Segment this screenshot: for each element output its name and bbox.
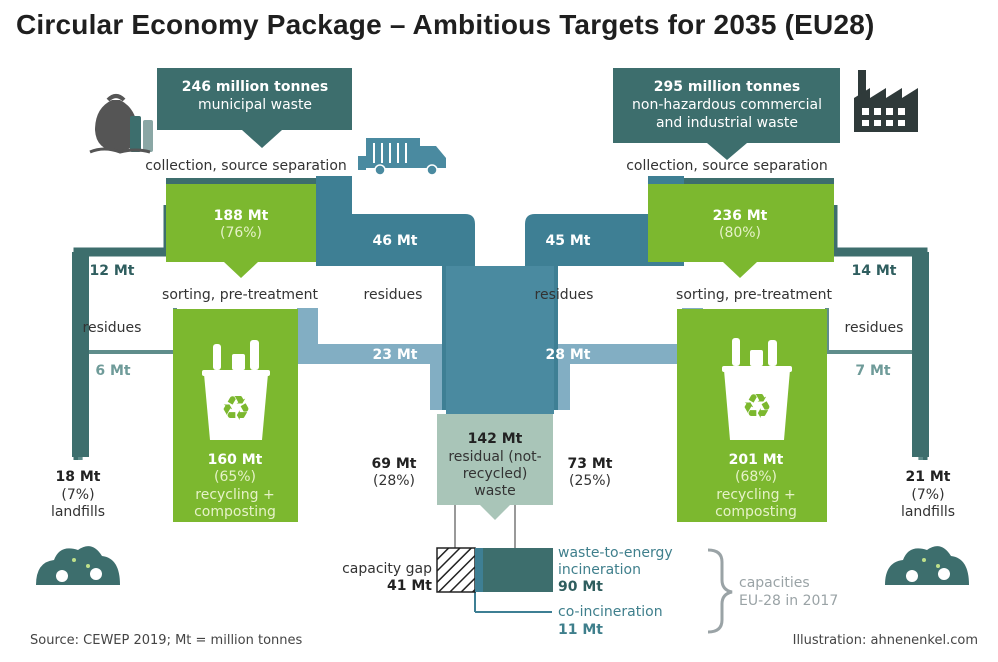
municipal-recycling-label-2: composting xyxy=(194,504,276,520)
illustration-credit: Illustration: ahnenenkel.com xyxy=(792,633,978,648)
industrial-landfill-pct: (7%) xyxy=(911,487,945,503)
industrial-recycling-label-1: recycling + xyxy=(716,487,796,503)
coincineration-value: 11 Mt xyxy=(558,622,603,638)
municipal-residual-share: 69 Mt xyxy=(371,456,417,472)
wte-label-2: incineration xyxy=(558,562,641,578)
industrial-waste-box xyxy=(613,68,840,160)
municipal-sorting-label: sorting, pre-treatment xyxy=(162,287,318,303)
municipal-sorted-pct: (76%) xyxy=(219,225,263,241)
factory-icon xyxy=(854,70,918,132)
industrial-landfill-sorting-value: 7 Mt xyxy=(855,363,891,379)
industrial-landfill-total: 21 Mt xyxy=(905,469,951,485)
garbage-truck-icon xyxy=(358,138,446,176)
residues-label-right-center: residues xyxy=(534,287,594,303)
coincineration-capacity-box xyxy=(475,548,483,592)
coincineration-label: co-incineration xyxy=(558,604,663,620)
residual-label-2: recycled) xyxy=(462,466,528,482)
svg-text:♻: ♻ xyxy=(742,387,772,427)
right-residues-sorting-flow xyxy=(558,308,703,410)
municipal-recycling-value: 160 Mt xyxy=(207,452,263,468)
capacities-note-1: capacities xyxy=(739,575,810,591)
right-sorted-box xyxy=(648,184,834,278)
industrial-residual-share: 73 Mt xyxy=(567,456,613,472)
industrial-landfill-direct-value: 14 Mt xyxy=(851,263,897,279)
capacity-gap-value: 41 Mt xyxy=(387,578,432,594)
trash-bag-icon xyxy=(89,94,153,154)
industrial-total: 295 million tonnes xyxy=(653,79,801,95)
left-bush-icon xyxy=(36,546,120,585)
industrial-residues-direct-value: 45 Mt xyxy=(545,233,591,249)
industrial-sorted-value: 236 Mt xyxy=(712,208,768,224)
left-collection-bar xyxy=(166,178,316,184)
svg-text:♻: ♻ xyxy=(221,389,251,429)
right-recycling-bin-icon: ♻ xyxy=(722,338,792,440)
industrial-collection-label: collection, source separation xyxy=(626,158,828,174)
municipal-residual-share-pct: (28%) xyxy=(372,473,416,489)
industrial-recycling-pct: (68%) xyxy=(734,469,778,485)
left-recycling-bin-icon: ♻ xyxy=(202,340,270,440)
municipal-landfill-sorting-value: 6 Mt xyxy=(95,363,131,379)
left-residues-direct-flow xyxy=(316,176,475,410)
municipal-sorted-value: 188 Mt xyxy=(213,208,269,224)
municipal-residues-sorting-value: 23 Mt xyxy=(372,347,418,363)
wte-label-1: waste-to-energy xyxy=(558,545,673,561)
capacity-gap-box xyxy=(436,547,476,593)
municipal-waste-box xyxy=(157,68,352,148)
industrial-residues-sorting-value: 28 Mt xyxy=(545,347,591,363)
capacities-note-2: EU-28 in 2017 xyxy=(739,593,839,609)
industrial-label-1: non-hazardous commercial xyxy=(632,97,822,113)
industrial-landfill-label: landfills xyxy=(900,504,956,520)
residues-label-right: residues xyxy=(844,320,904,336)
capacities-brace xyxy=(707,548,733,634)
right-collection-bar xyxy=(684,178,834,184)
municipal-landfill-pct: (7%) xyxy=(61,487,95,503)
industrial-label-2: and industrial waste xyxy=(655,115,799,131)
municipal-collection-label: collection, source separation xyxy=(145,158,347,174)
residues-label-left-center: residues xyxy=(363,287,423,303)
municipal-recycling-pct: (65%) xyxy=(213,469,257,485)
industrial-recycling-label-2: composting xyxy=(715,504,797,520)
right-residues-direct-flow xyxy=(525,176,684,410)
right-bush-icon xyxy=(885,546,969,585)
wte-capacity-box xyxy=(475,548,553,592)
residual-waste-box xyxy=(437,414,553,520)
municipal-landfill-label: landfills xyxy=(50,504,106,520)
left-residues-sorting-flow xyxy=(297,308,442,410)
page-title: Circular Economy Package – Ambitious Tar… xyxy=(16,9,875,40)
municipal-recycling-label-1: recycling + xyxy=(195,487,275,503)
left-sorted-box xyxy=(166,184,316,278)
municipal-landfill-direct-value: 12 Mt xyxy=(89,263,135,279)
municipal-landfill-total: 18 Mt xyxy=(55,469,101,485)
industrial-residual-share-pct: (25%) xyxy=(568,473,612,489)
municipal-total: 246 million tonnes xyxy=(181,79,329,95)
residual-label-3: waste xyxy=(474,483,516,499)
source-note: Source: CEWEP 2019; Mt = million tonnes xyxy=(30,633,303,648)
residual-label-1: residual (not- xyxy=(448,449,542,465)
industrial-recycling-value: 201 Mt xyxy=(728,452,784,468)
industrial-sorted-pct: (80%) xyxy=(718,225,762,241)
residual-value: 142 Mt xyxy=(467,431,523,447)
residues-label-left: residues xyxy=(82,320,142,336)
industrial-sorting-label: sorting, pre-treatment xyxy=(676,287,832,303)
residual-merge-flow xyxy=(446,266,554,414)
municipal-label: municipal waste xyxy=(197,97,313,113)
municipal-residues-direct-value: 46 Mt xyxy=(372,233,418,249)
capacity-gap-label: capacity gap xyxy=(342,561,432,577)
wte-value: 90 Mt xyxy=(558,579,603,595)
